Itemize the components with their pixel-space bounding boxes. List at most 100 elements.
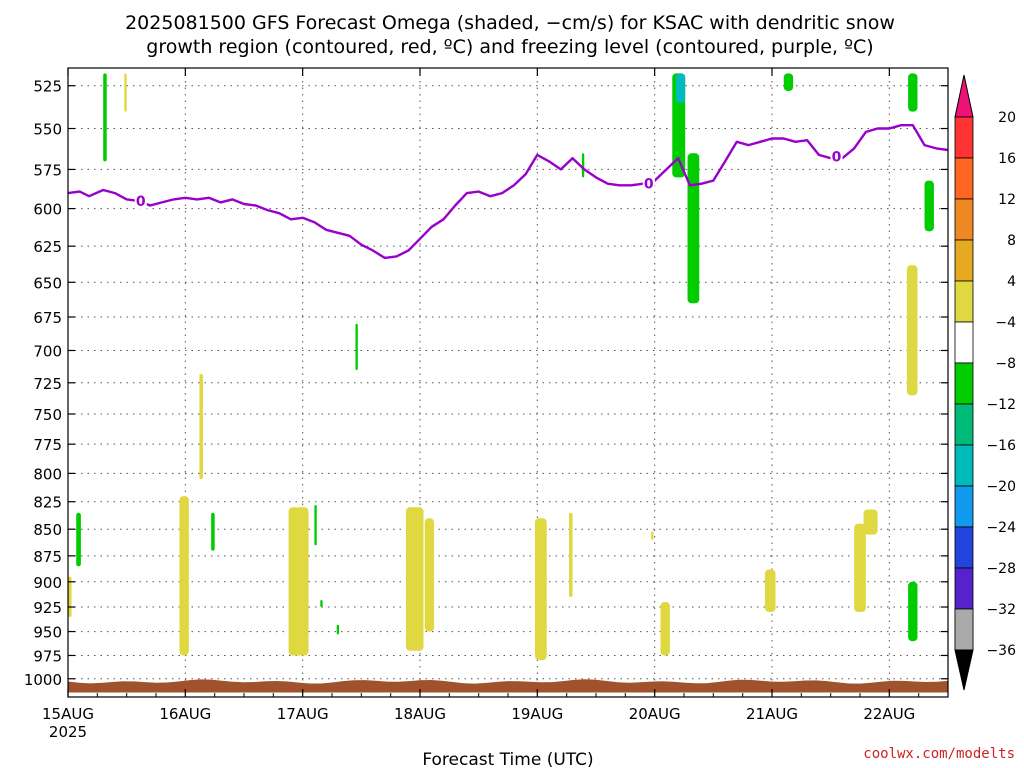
y-tick-label: 675: [33, 309, 62, 327]
y-tick-label: 525: [33, 78, 62, 96]
y-tick-label: 875: [33, 548, 62, 566]
omega-patch: [336, 624, 340, 635]
y-tick-label: 1000: [24, 671, 62, 689]
omega-patch: [211, 512, 215, 551]
omega-patch: [675, 73, 686, 104]
colorbar: 20 16 12 8 4 −4 −8 −12 −16 −20 −24 −28 −32 −36: [954, 74, 1016, 691]
omega-patch: [908, 581, 918, 642]
freezing-level-line: [67, 123, 949, 260]
colorbar-tick-label: −16: [986, 438, 1016, 454]
colorbar-tick-label: 8: [1007, 233, 1016, 249]
colorbar-tick-label: −20: [986, 479, 1016, 495]
y-tick-label: 925: [33, 599, 62, 617]
y-tick-label: 750: [33, 406, 62, 424]
omega-patch: [581, 153, 585, 178]
omega-patch: [179, 496, 189, 656]
y-tick-label: 575: [33, 161, 62, 179]
omega-patch: [569, 512, 573, 598]
y-tick-label: 550: [33, 121, 62, 139]
colorbar-tick-label: 4: [1007, 274, 1016, 290]
omega-patch: [906, 265, 918, 396]
y-tick-label: 600: [33, 201, 62, 219]
x-tick-label: 19AUG: [511, 705, 563, 723]
omega-patch: [660, 602, 670, 656]
colorbar-bottom-arrow: [954, 649, 974, 691]
y-tick-label: 825: [33, 494, 62, 512]
omega-patch: [424, 518, 435, 632]
y-tick-label: 775: [33, 436, 62, 454]
colorbar-tick-label: 20: [998, 110, 1016, 126]
contour-label-bg: [642, 175, 655, 192]
omega-patch: [764, 569, 776, 612]
colorbar-tick-label: −28: [986, 561, 1016, 577]
colorbar-segment: [954, 526, 974, 569]
y-tick-label: 700: [33, 342, 62, 360]
y-axis-ticks: 525 550 575 600 625 650 675 700 725 750 775 800 825 8…: [24, 78, 948, 689]
omega-patch: [405, 507, 424, 651]
x-tick-sublabel: 2025: [49, 723, 87, 741]
y-tick-label: 625: [33, 238, 62, 256]
x-tick-label: 15AUG: [42, 705, 94, 723]
colorbar-segment: [954, 485, 974, 528]
colorbar-segment: [954, 403, 974, 446]
omega-patch: [103, 73, 107, 162]
chart-title-line-2: growth region (contoured, red, ºC) and f…: [146, 36, 873, 58]
colorbar-tick-label: −4: [995, 315, 1016, 331]
colorbar-tick-label: −8: [995, 356, 1016, 372]
colorbar-segment: [954, 239, 974, 282]
y-tick-label: 800: [33, 465, 62, 483]
freezing-level-label: 0: [832, 150, 842, 166]
freezing-level-label: 0: [136, 194, 146, 210]
y-tick-label: 850: [33, 521, 62, 539]
colorbar-tick-label: −24: [986, 520, 1016, 536]
omega-patch: [687, 153, 700, 304]
y-tick-label: 725: [33, 375, 62, 393]
contour-label-bg: [830, 148, 843, 165]
colorbar-segment: [954, 280, 974, 323]
x-tick-label: 18AUG: [394, 705, 446, 723]
surface-fill: [68, 679, 948, 693]
colorbar-tick-label: −12: [986, 397, 1016, 413]
x-tick-label: 17AUG: [277, 705, 329, 723]
omega-shading: [68, 73, 934, 661]
x-tick-label: 20AUG: [629, 705, 681, 723]
colorbar-tick-label: 16: [998, 151, 1016, 167]
y-tick-label: 650: [33, 274, 62, 292]
colorbar-segment: [954, 198, 974, 241]
omega-patch: [534, 518, 547, 661]
chart-title-line-1: 2025081500 GFS Forecast Omega (shaded, −…: [125, 12, 895, 34]
x-axis-label: Forecast Time (UTC): [422, 750, 593, 768]
colorbar-segment: [954, 567, 974, 610]
colorbar-tick-label: −36: [986, 643, 1016, 659]
contour-label-bg: [134, 192, 147, 209]
omega-patch: [924, 180, 934, 232]
omega-patch: [199, 373, 203, 480]
colorbar-segment: [954, 321, 974, 364]
y-tick-label: 900: [33, 574, 62, 592]
y-tick-label: 975: [33, 647, 62, 665]
colorbar-segment: [954, 116, 974, 159]
omega-patch: [288, 507, 309, 656]
omega-patch: [908, 73, 918, 112]
omega-patch: [124, 73, 127, 112]
colorbar-tick-label: −32: [986, 602, 1016, 618]
x-tick-label: 21AUG: [746, 705, 798, 723]
colorbar-segment: [954, 157, 974, 200]
colorbar-segment: [954, 444, 974, 487]
credit-text: coolwx.com/modelts: [863, 746, 1015, 762]
colorbar-top-arrow: [954, 74, 974, 118]
colorbar-tick-label: 12: [998, 192, 1016, 208]
freezing-level-label: 0: [644, 177, 654, 193]
y-tick-label: 950: [33, 624, 62, 642]
omega-patch: [320, 600, 323, 608]
omega-patch: [314, 505, 317, 546]
omega-patch: [783, 73, 794, 91]
surface-band: [68, 679, 948, 693]
x-tick-label: 16AUG: [159, 705, 211, 723]
omega-patch: [651, 531, 654, 540]
omega-patch: [863, 509, 878, 535]
x-tick-label: 22AUG: [863, 705, 915, 723]
freezing-level-contour: 0 0 0: [67, 123, 949, 260]
